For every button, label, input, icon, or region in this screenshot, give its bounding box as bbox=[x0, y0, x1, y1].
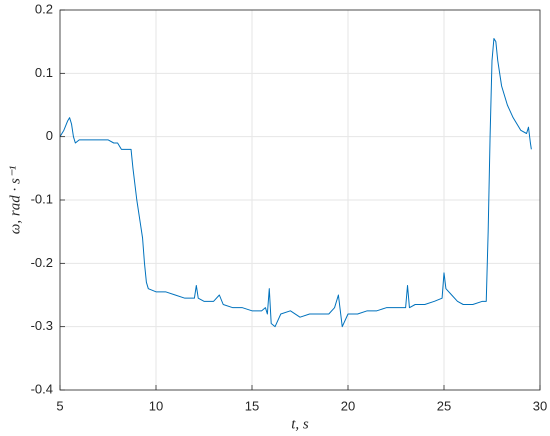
y-tick-label: 0.2 bbox=[35, 1, 53, 16]
x-tick-label: 25 bbox=[437, 398, 451, 413]
y-tick-label: -0.2 bbox=[31, 255, 53, 270]
y-tick-label: -0.1 bbox=[31, 191, 53, 206]
y-tick-label: 0 bbox=[46, 128, 53, 143]
plot bbox=[59, 38, 532, 328]
y-axis-label: ω, rad · s⁻¹ bbox=[7, 165, 23, 234]
x-axis-label: t, s bbox=[291, 416, 309, 432]
x-tick-label: 30 bbox=[533, 398, 547, 413]
x-tick-label: 15 bbox=[245, 398, 259, 413]
y-tick-label: 0.1 bbox=[35, 65, 53, 80]
x-tick-label: 10 bbox=[149, 398, 163, 413]
x-tick-label: 20 bbox=[341, 398, 355, 413]
x-tick-label: 5 bbox=[56, 398, 63, 413]
y-tick-label: -0.3 bbox=[31, 318, 53, 333]
data-line bbox=[59, 38, 532, 328]
y-tick-label: -0.4 bbox=[31, 381, 53, 396]
